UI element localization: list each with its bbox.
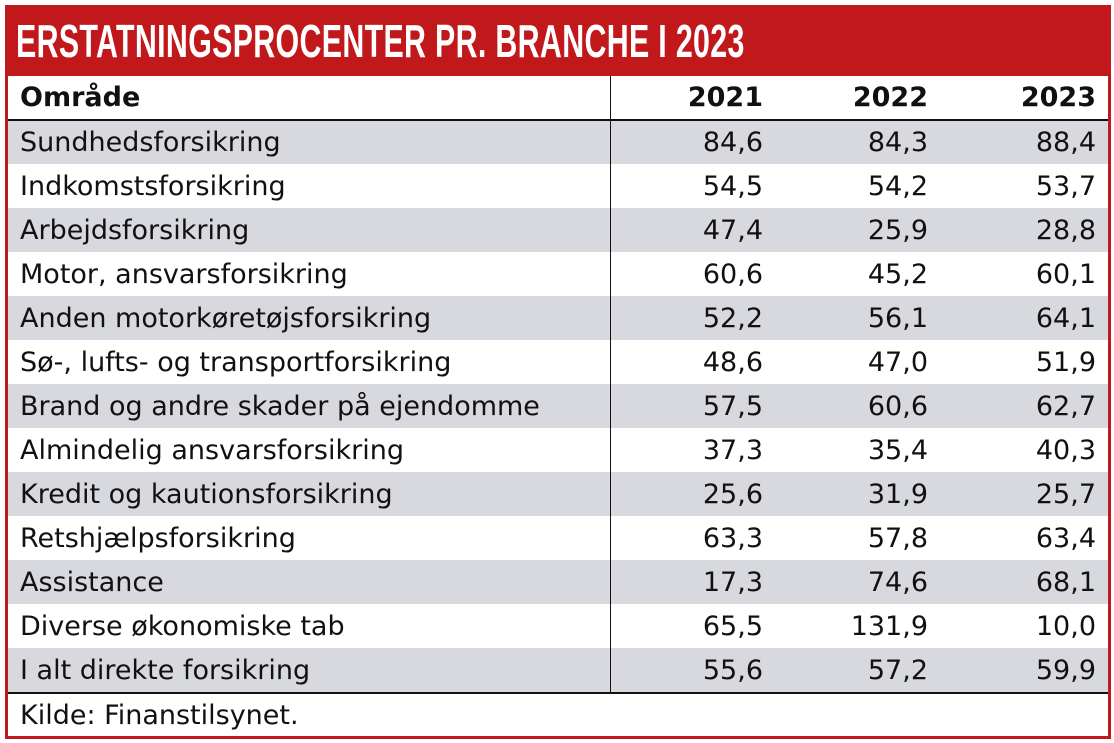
cell-2022: 45,2 — [867, 258, 928, 290]
cell-2023: 59,9 — [940, 648, 1108, 692]
cell-2022: 74,6 — [775, 560, 940, 604]
cell-2023: 25,7 — [940, 472, 1108, 516]
cell-2021: 47,4 — [610, 208, 775, 252]
cell-2021: 57,5 — [610, 384, 775, 428]
table-row: Retshjælpsforsikring 63,3 57,8 63,4 — [8, 516, 1108, 560]
column-header-2023: 2023 — [940, 76, 1108, 121]
cell-2023: 51,9 — [1035, 346, 1096, 378]
cell-2023: 28,8 — [940, 208, 1108, 252]
cell-2023: 64,1 — [940, 296, 1108, 340]
table-row: Assistance 17,3 74,6 68,1 — [8, 560, 1108, 604]
cell-2023: 88,4 — [940, 120, 1108, 164]
row-label: Retshjælpsforsikring — [8, 516, 611, 560]
table-row: Sø-, lufts- og transportforsikring 48,6 47… — [8, 340, 1108, 384]
cell-2022: 57,2 — [775, 648, 940, 692]
cell-2022: 54,2 — [867, 170, 928, 202]
row-label: Arbejdsforsikring — [8, 208, 611, 252]
header-row: Område 2021 2022 2023 — [8, 76, 1108, 121]
cell-2023: 53,7 — [1035, 170, 1096, 202]
table-row: Motor, ansvarsforsikring 60,6 45,2 60,1 — [8, 252, 1108, 296]
cell-2022: 31,9 — [775, 472, 940, 516]
cell-2022: 60,6 — [775, 384, 940, 428]
row-label: Sundhedsforsikring — [8, 120, 611, 164]
cell-2021: 54,5 — [702, 170, 763, 202]
cell-2022: 47,0 — [867, 346, 928, 378]
table-row: Almindelig ansvarsforsikring 37,3 35,4 40,3 — [8, 428, 1108, 472]
cell-2021: 52,2 — [610, 296, 775, 340]
table-row: I alt direkte forsikring 55,6 57,2 59,9 — [8, 648, 1108, 692]
row-label: Indkomstsforsikring — [8, 164, 611, 208]
column-header-2022: 2022 — [775, 76, 940, 121]
row-label: Assistance — [8, 560, 611, 604]
cell-2021: 17,3 — [610, 560, 775, 604]
table-frame: ERSTATNINGSPROCENTER PR. BRANCHE I 2023 … — [5, 5, 1111, 739]
cell-2023: 68,1 — [940, 560, 1108, 604]
table-row: Sundhedsforsikring 84,6 84,3 88,4 — [8, 120, 1108, 164]
data-table: Område 2021 2022 2023 Sundhedsforsikring 84,… — [8, 76, 1108, 692]
cell-2022: 57,8 — [867, 522, 928, 554]
cell-2021: 60,6 — [702, 258, 763, 290]
row-label: Diverse økonomiske tab — [8, 604, 611, 648]
cell-2021: 84,6 — [610, 120, 775, 164]
row-label: Anden motorkøretøjsforsikring — [8, 296, 611, 340]
cell-2021: 37,3 — [702, 434, 763, 466]
cell-2021: 65,5 — [702, 610, 763, 642]
table-row: Arbejdsforsikring 47,4 25,9 28,8 — [8, 208, 1108, 252]
cell-2023: 63,4 — [1035, 522, 1096, 554]
cell-2021: 55,6 — [610, 648, 775, 692]
source-note: Kilde: Finanstilsynet. — [8, 692, 1108, 736]
table-title: ERSTATNINGSPROCENTER PR. BRANCHE I 2023 — [16, 15, 745, 67]
cell-2021: 48,6 — [702, 346, 763, 378]
row-label: I alt direkte forsikring — [8, 648, 611, 692]
cell-2022: 56,1 — [775, 296, 940, 340]
row-label: Motor, ansvarsforsikring — [8, 252, 611, 296]
cell-2023: 60,1 — [1035, 258, 1096, 290]
title-band: ERSTATNINGSPROCENTER PR. BRANCHE I 2023 — [8, 8, 1108, 76]
cell-2022: 35,4 — [867, 434, 928, 466]
cell-2022: 25,9 — [775, 208, 940, 252]
table-body: Sundhedsforsikring 84,6 84,3 88,4 Indkomstsf… — [8, 120, 1108, 692]
column-header-area: Område — [8, 76, 611, 121]
table-row: Anden motorkøretøjsforsikring 52,2 56,1 64,… — [8, 296, 1108, 340]
cell-2021: 63,3 — [702, 522, 763, 554]
cell-2021: 25,6 — [610, 472, 775, 516]
row-label: Sø-, lufts- og transportforsikring — [8, 340, 611, 384]
table-row: Indkomstsforsikring 54,5 54,2 53,7 — [8, 164, 1108, 208]
cell-2022: 84,3 — [775, 120, 940, 164]
cell-2022: 131,9 — [850, 610, 928, 642]
row-label: Kredit og kautionsforsikring — [8, 472, 611, 516]
cell-2023: 10,0 — [1035, 610, 1096, 642]
table-row: Kredit og kautionsforsikring 25,6 31,9 25,7 — [8, 472, 1108, 516]
table-row: Brand og andre skader på ejendomme 57,5 60… — [8, 384, 1108, 428]
table-row: Diverse økonomiske tab 65,5 131,9 10,0 — [8, 604, 1108, 648]
cell-2023: 40,3 — [1035, 434, 1096, 466]
row-label: Brand og andre skader på ejendomme — [8, 384, 611, 428]
row-label: Almindelig ansvarsforsikring — [8, 428, 611, 472]
column-header-2021: 2021 — [610, 76, 775, 121]
cell-2023: 62,7 — [940, 384, 1108, 428]
